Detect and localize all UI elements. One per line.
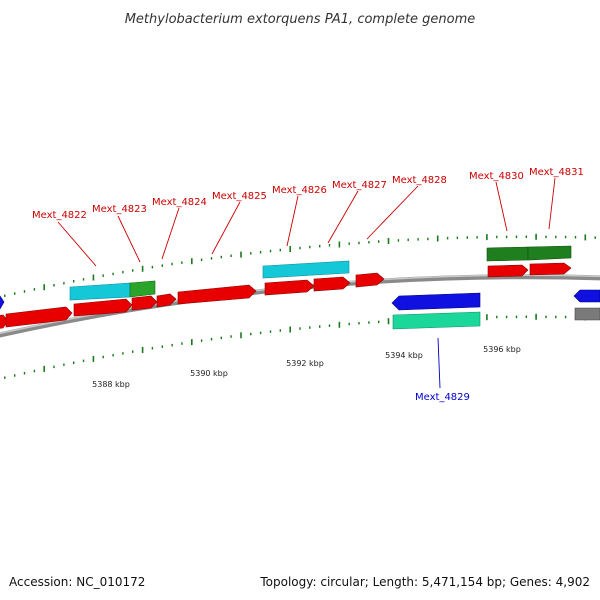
reverse-genes: [0, 289, 600, 311]
gene-arrow: [156, 293, 177, 308]
feature-bar: [262, 260, 350, 279]
leader-line: [161, 207, 180, 260]
map-title: Methylobacterium extorquens PA1, complet…: [125, 12, 476, 27]
gene-label[interactable]: Mext_4826: [272, 185, 327, 196]
gene-label[interactable]: Mext_4825: [212, 191, 267, 202]
gene-label[interactable]: Mext_4823: [92, 204, 147, 215]
gene-label[interactable]: Mext_4824: [152, 197, 207, 208]
leader-line: [366, 185, 419, 240]
accession-text: Accession: NC_010172: [9, 575, 145, 589]
leader-lines: [57, 177, 556, 267]
gene-arrow: [0, 295, 5, 310]
gene-label[interactable]: Mext_4822: [32, 210, 87, 221]
feature-bar: [69, 282, 131, 301]
leader-line: [117, 215, 141, 263]
leader-line: [211, 201, 241, 255]
scale-label: 5388 kbp: [92, 380, 130, 389]
gene-labels: Mext_4822 Mext_4823 Mext_4824 Mext_4825 …: [32, 167, 584, 403]
gene-label[interactable]: Mext_4829: [415, 392, 470, 403]
forward-genes: [0, 262, 572, 329]
scale-label: 5392 kbp: [286, 359, 324, 368]
gene-arrow: [264, 279, 315, 296]
feature-bar: [392, 311, 481, 330]
feature-bar: [486, 246, 529, 262]
feature-bar: [574, 307, 600, 321]
gene-label[interactable]: Mext_4831: [529, 167, 584, 178]
gene-label[interactable]: Mext_4828: [392, 175, 447, 186]
gene-arrow: [573, 289, 600, 303]
gene-label[interactable]: Mext_4830: [469, 171, 524, 182]
gene-arrow: [131, 295, 158, 311]
gene-label[interactable]: Mext_4827: [332, 180, 387, 191]
gene-arrow: [487, 264, 529, 278]
scale-label: 5390 kbp: [190, 369, 228, 378]
gene-arrow: [391, 292, 481, 311]
feature-track-lower: [392, 307, 600, 330]
gene-arrow: [73, 298, 133, 317]
feature-bar: [129, 280, 156, 298]
gene-arrow: [529, 262, 572, 276]
leader-line: [327, 190, 359, 244]
leader-line: [548, 177, 556, 230]
gene-arrow: [177, 284, 257, 305]
gene-arrow: [313, 276, 351, 292]
gene-arrow: [355, 272, 385, 288]
leader-line: [57, 221, 97, 267]
gene-arrow: [0, 314, 9, 329]
leader-line-reverse: [437, 337, 441, 389]
leader-line: [286, 195, 299, 247]
feature-bar: [527, 245, 572, 261]
genome-summary-text: Topology: circular; Length: 5,471,154 bp…: [259, 575, 590, 589]
feature-track-upper: [69, 245, 572, 301]
scale-label: 5394 kbp: [385, 351, 423, 360]
scale-label: 5396 kbp: [483, 345, 521, 354]
scale-labels: 5388 kbp 5390 kbp 5392 kbp 5394 kbp 5396…: [92, 345, 521, 389]
leader-line: [495, 181, 508, 232]
gene-arrow: [5, 306, 73, 328]
